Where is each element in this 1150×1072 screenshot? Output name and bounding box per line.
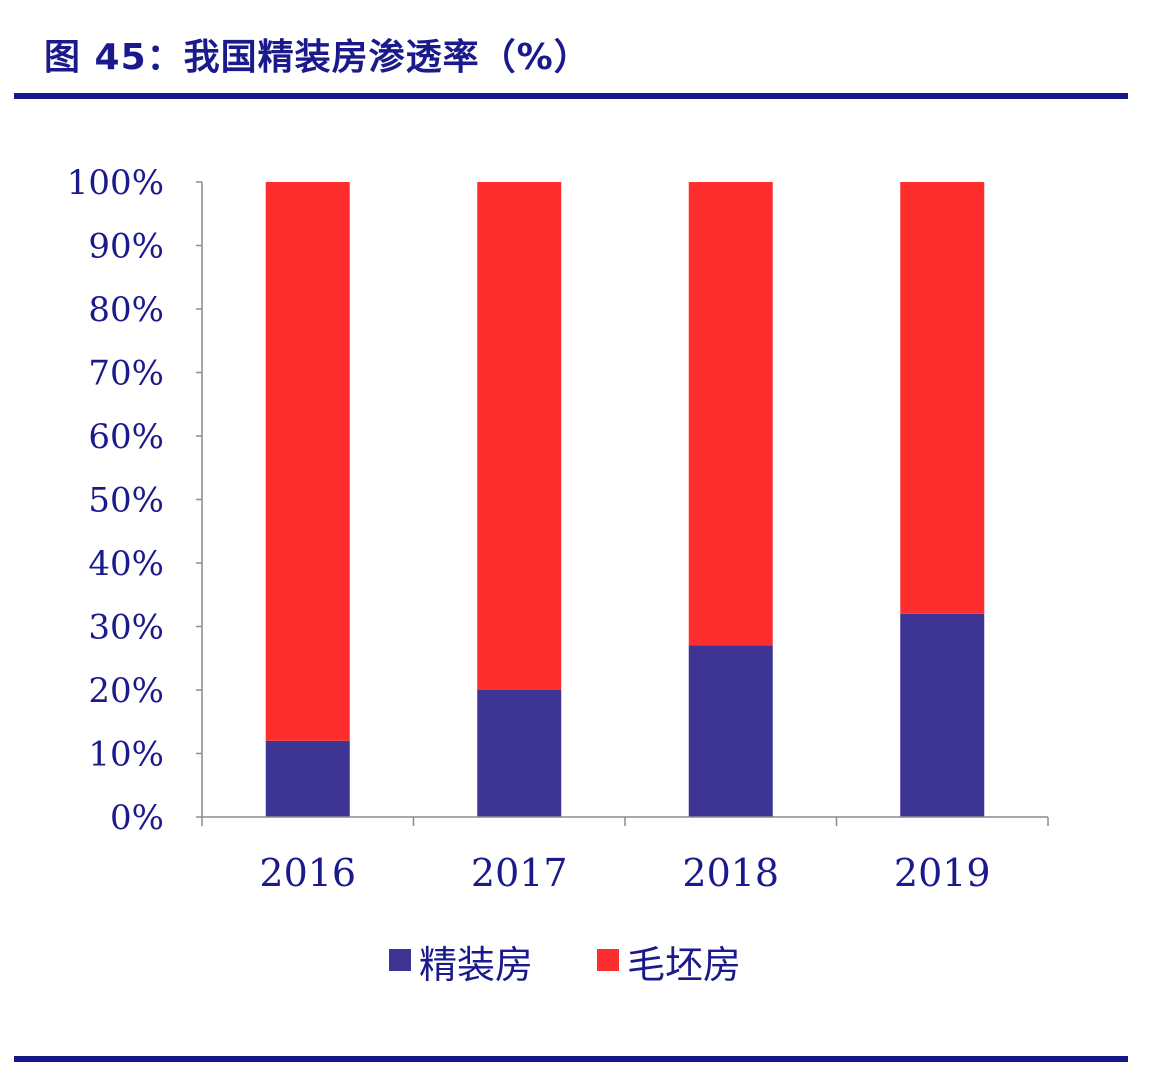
bar-segment-maopi-2018 [688, 182, 773, 646]
top-rule [14, 93, 1128, 99]
bar-segment-maopi-2017 [477, 182, 562, 690]
y-tick-label: 20% [88, 671, 164, 711]
y-tick-label: 90% [88, 227, 164, 267]
x-tick-label: 2019 [894, 851, 991, 895]
bar-segment-jingzhuang-2019 [900, 613, 985, 817]
y-tick-label: 10% [88, 735, 164, 775]
legend-label: 精装房 [419, 943, 533, 987]
y-axis: 0% 10% 20% 30% 40% 50% 60% 70% 80% 90% 100% [67, 163, 203, 838]
y-tick-label: 0% [110, 798, 164, 838]
bar-segment-jingzhuang-2016 [265, 740, 350, 817]
y-tick-label: 70% [88, 354, 164, 394]
bar-segment-jingzhuang-2018 [688, 645, 773, 817]
y-tick-label: 60% [88, 417, 164, 457]
y-tick-label: 40% [88, 544, 164, 584]
legend-label: 毛坯房 [627, 943, 741, 987]
legend: 精装房 毛坯房 [389, 943, 741, 987]
x-axis: 2016 2017 2018 2019 [201, 816, 1049, 895]
legend-swatch [597, 949, 619, 971]
bottom-rule [14, 1056, 1128, 1062]
x-tick-label: 2016 [259, 851, 356, 895]
x-tick-label: 2017 [471, 851, 568, 895]
y-tick-label: 80% [88, 290, 164, 330]
y-tick-label: 100% [67, 163, 164, 203]
bars [265, 182, 985, 817]
y-tick-label: 50% [88, 481, 164, 521]
bar-segment-maopi-2016 [265, 182, 350, 741]
y-tick-label: 30% [88, 608, 164, 648]
bar-segment-maopi-2019 [900, 182, 985, 614]
x-tick-label: 2018 [682, 851, 779, 895]
chart-title: 图 45：我国精装房渗透率（%） [44, 37, 591, 78]
bar-segment-jingzhuang-2017 [477, 690, 562, 817]
legend-swatch [389, 949, 411, 971]
